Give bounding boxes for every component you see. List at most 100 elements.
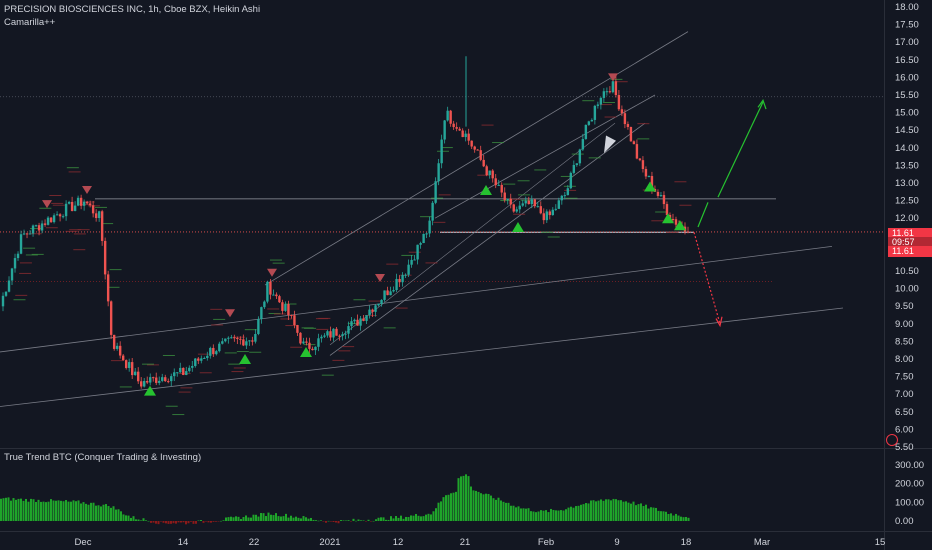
- candle-body: [623, 113, 627, 125]
- candle-body: [590, 119, 594, 122]
- buy-signal-marker: [239, 354, 251, 364]
- histogram-bar: [17, 498, 20, 521]
- histogram-bar: [230, 516, 232, 521]
- candle-body: [566, 188, 570, 196]
- candle-body: [497, 184, 500, 186]
- candle-body: [218, 343, 221, 352]
- candle-body: [284, 304, 287, 311]
- histogram-bar: [432, 511, 435, 521]
- candle-body: [314, 346, 317, 351]
- candle-body: [521, 203, 524, 206]
- histogram-bar: [205, 521, 207, 522]
- histogram-bar: [245, 515, 247, 521]
- trend-line-low: [0, 307, 844, 407]
- histogram-bar: [617, 500, 620, 521]
- candle-body: [482, 159, 485, 167]
- histogram-bar: [615, 499, 617, 521]
- buy-signal-marker: [144, 385, 156, 396]
- y-tick-label: 9.50: [895, 301, 914, 312]
- candle-body: [185, 371, 188, 376]
- histogram-bar: [250, 517, 252, 521]
- histogram-bar: [457, 478, 460, 521]
- candle-body: [662, 195, 666, 205]
- histogram-bar: [630, 503, 632, 521]
- candle-body: [644, 168, 648, 177]
- histogram-bar: [280, 516, 282, 521]
- candle-body: [239, 338, 242, 340]
- candle-body: [248, 340, 251, 342]
- histogram-bar: [297, 517, 300, 521]
- candle-body: [545, 211, 548, 221]
- histogram-bar: [570, 506, 572, 521]
- candle-body: [296, 325, 299, 333]
- histogram-bar: [440, 501, 442, 521]
- x-tick-label: 9: [614, 537, 619, 548]
- candle-body: [650, 176, 654, 189]
- histogram-bar: [7, 497, 10, 521]
- histogram-bar: [610, 500, 612, 521]
- candle-body: [569, 172, 573, 189]
- candle-body: [488, 170, 491, 176]
- candle-body: [194, 358, 197, 366]
- candle-body: [130, 362, 134, 376]
- candle-body: [560, 195, 564, 201]
- candle-body: [281, 302, 284, 311]
- histogram-bar: [222, 520, 225, 521]
- settings-icon[interactable]: [886, 434, 898, 446]
- candle-body: [227, 337, 230, 339]
- histogram-bar: [107, 506, 110, 521]
- histogram-bar: [100, 506, 102, 521]
- candle-body: [491, 170, 494, 179]
- histogram-bar: [480, 493, 482, 521]
- candle-body: [476, 149, 479, 151]
- candle-body: [302, 341, 305, 344]
- histogram-bar: [177, 521, 180, 523]
- candle-body: [530, 199, 533, 205]
- histogram-bar: [277, 516, 280, 521]
- candle-body: [19, 234, 23, 254]
- sell-signal-marker: [225, 309, 235, 318]
- candle-body: [152, 377, 155, 379]
- candle-body: [28, 233, 32, 235]
- candle-body: [635, 144, 639, 159]
- histogram-bar: [117, 509, 120, 521]
- histogram-bar: [285, 513, 287, 521]
- candle-body: [494, 178, 497, 186]
- candle-body: [272, 294, 275, 296]
- candle-body: [407, 264, 410, 275]
- histogram-bar: [95, 505, 97, 521]
- candle-body: [275, 294, 278, 297]
- candle-body: [82, 201, 86, 206]
- sell-signal-marker: [375, 274, 385, 283]
- histogram-bar: [455, 491, 457, 521]
- candle-body: [356, 319, 359, 326]
- histogram-bar: [605, 499, 607, 521]
- down-projection-arrowhead: [715, 316, 723, 328]
- y-tick-label: 13.00: [895, 178, 919, 189]
- candle-body: [58, 214, 62, 217]
- candle-body: [371, 309, 374, 312]
- histogram-bar: [377, 517, 380, 521]
- candle-body: [323, 335, 326, 337]
- histogram-bar: [142, 518, 145, 521]
- channel-arrow: [604, 135, 616, 154]
- up-projection-line: [717, 101, 764, 198]
- candle-body: [584, 124, 588, 140]
- candle-body: [686, 231, 690, 233]
- histogram-bar: [485, 493, 487, 521]
- histogram-bar: [642, 506, 645, 521]
- histogram-bar: [597, 500, 600, 521]
- y-tick-label: 18.00: [895, 2, 919, 13]
- candle-body: [335, 328, 338, 336]
- histogram-bar: [417, 515, 420, 521]
- candle-body: [215, 351, 218, 355]
- histogram-bar: [247, 517, 250, 521]
- histogram-bar: [212, 521, 215, 522]
- x-tick-label: 2021: [319, 537, 340, 548]
- histogram-bar: [392, 518, 395, 521]
- histogram-bar: [10, 500, 12, 521]
- histogram-bar: [607, 499, 610, 521]
- histogram-bar: [660, 511, 662, 521]
- candle-body: [536, 206, 539, 208]
